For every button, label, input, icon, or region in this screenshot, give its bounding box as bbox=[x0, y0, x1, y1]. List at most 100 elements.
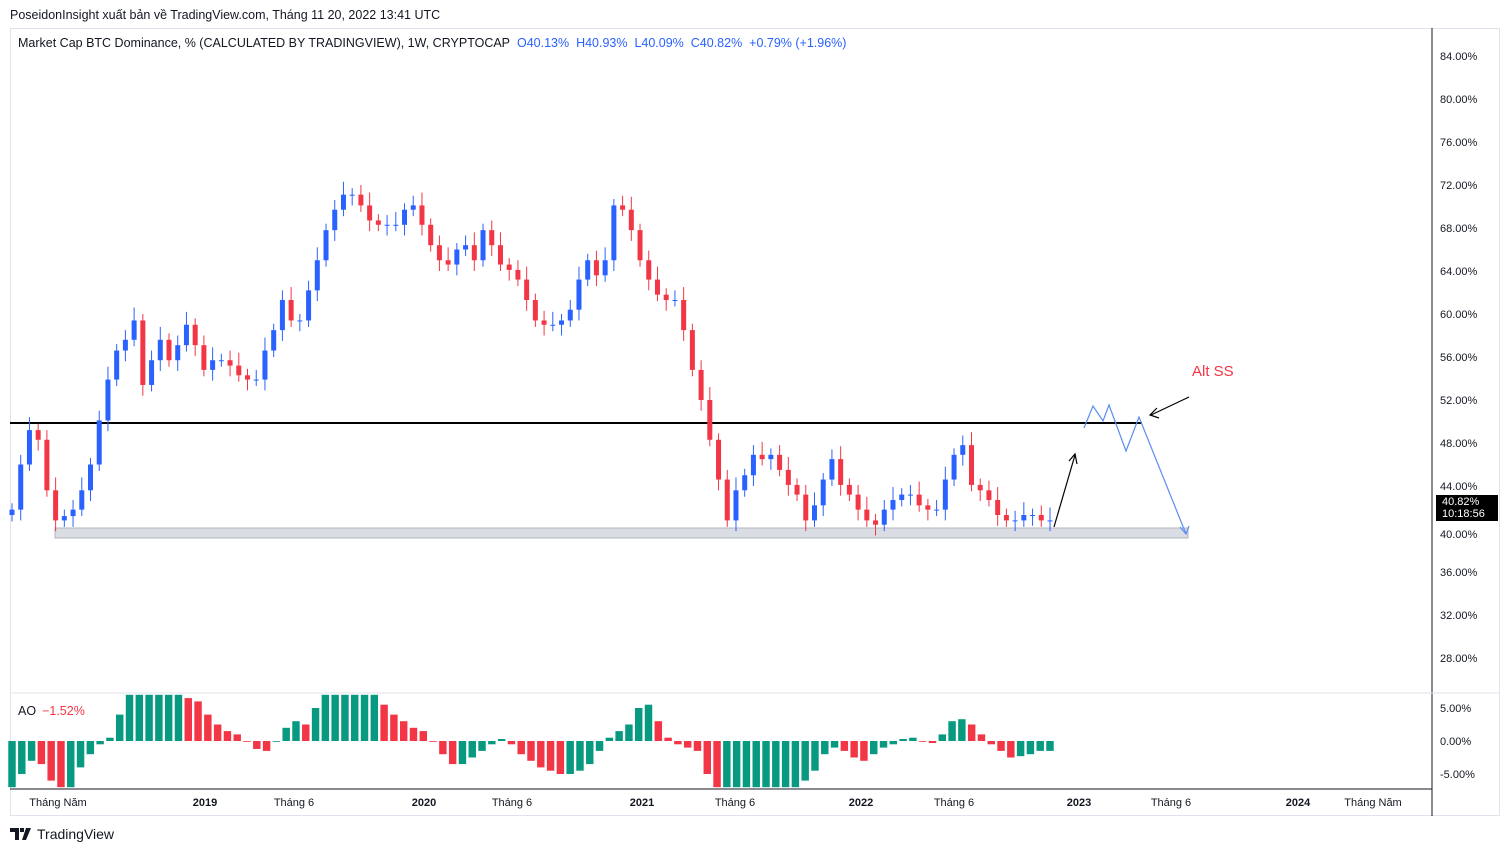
candle-body bbox=[18, 464, 24, 510]
ao-bar bbox=[213, 724, 222, 741]
ao-bar bbox=[478, 741, 486, 751]
ao-bar bbox=[439, 741, 447, 755]
ao-bar bbox=[938, 734, 947, 741]
ao-bar bbox=[292, 721, 300, 741]
candle-body bbox=[358, 194, 364, 206]
bounce-arrow[interactable] bbox=[1053, 454, 1076, 528]
ao-bar bbox=[351, 694, 359, 741]
candle-body bbox=[480, 230, 486, 261]
pointer-arrow[interactable] bbox=[1150, 396, 1190, 416]
ao-bar bbox=[713, 741, 721, 788]
symbol-legend[interactable]: Market Cap BTC Dominance, % (CALCULATED … bbox=[18, 36, 846, 50]
ao-bar bbox=[566, 741, 574, 774]
ao-tick-label: -5.00% bbox=[1440, 769, 1475, 781]
tradingview-logo[interactable]: TradingView bbox=[10, 826, 114, 842]
candle-body bbox=[279, 300, 285, 331]
ao-bar bbox=[889, 741, 898, 745]
candle-body bbox=[314, 260, 320, 291]
ao-bar bbox=[703, 741, 711, 774]
ao-bar bbox=[204, 714, 212, 741]
candle-body bbox=[175, 345, 181, 361]
ao-bar bbox=[115, 714, 124, 741]
ao-bar bbox=[253, 741, 261, 749]
price-axis: 84.00% 80.00% 76.00% 72.00% 68.00% 64.00% 60.0… bbox=[1440, 51, 1478, 665]
candle-body bbox=[829, 459, 835, 480]
candle-body bbox=[593, 260, 599, 276]
ao-bar bbox=[106, 737, 114, 741]
candle-body bbox=[585, 260, 591, 280]
candle-body bbox=[35, 430, 41, 440]
candle-body bbox=[79, 490, 85, 510]
time-tick-label: 2023 bbox=[1067, 797, 1091, 809]
price-tick-label: 72.00% bbox=[1440, 180, 1478, 192]
candle-body bbox=[445, 260, 451, 265]
ao-bar bbox=[194, 701, 202, 741]
ao-legend[interactable]: AO −1.52% bbox=[18, 704, 85, 718]
ao-bar bbox=[96, 741, 104, 745]
candle-body bbox=[9, 509, 15, 516]
ao-bar bbox=[468, 741, 476, 758]
candle-body bbox=[506, 264, 512, 270]
ao-bar bbox=[1016, 741, 1025, 757]
price-tick-label: 76.00% bbox=[1440, 137, 1478, 149]
ao-bar bbox=[262, 741, 271, 751]
change-value: +0.79% (+1.96%) bbox=[749, 36, 847, 50]
candle-body bbox=[349, 194, 355, 196]
open-value: O40.13% bbox=[516, 36, 570, 50]
price-tick-label: 64.00% bbox=[1440, 266, 1478, 278]
tradingview-logo-icon bbox=[10, 828, 31, 840]
candle-body bbox=[986, 490, 992, 500]
candle-body bbox=[1030, 515, 1036, 517]
last-price: 40.82% bbox=[1442, 496, 1480, 508]
support-zone[interactable] bbox=[54, 527, 1189, 539]
candle-body bbox=[646, 260, 652, 280]
candle-body bbox=[140, 320, 146, 385]
candle-body bbox=[149, 360, 155, 385]
ao-bar bbox=[1036, 741, 1044, 751]
ao-bar bbox=[47, 741, 55, 781]
candle-body bbox=[419, 205, 425, 225]
ao-bar bbox=[664, 737, 672, 741]
candle-body bbox=[183, 324, 189, 346]
ao-bar bbox=[86, 741, 95, 755]
ao-bar bbox=[634, 708, 643, 741]
ao-bar bbox=[595, 741, 604, 751]
candle-body bbox=[393, 224, 399, 226]
candle-body bbox=[332, 209, 338, 231]
candle-body bbox=[375, 220, 381, 225]
ao-bar bbox=[1007, 741, 1015, 758]
ao-tick-label: 5.00% bbox=[1440, 703, 1471, 715]
candle-body bbox=[524, 279, 530, 301]
ao-bar bbox=[311, 708, 320, 741]
ao-bar bbox=[742, 741, 751, 788]
projection-path[interactable] bbox=[1083, 403, 1187, 535]
price-tick-label: 48.00% bbox=[1440, 438, 1478, 450]
symbol-title: Market Cap BTC Dominance, % (CALCULATED … bbox=[18, 36, 511, 50]
candle-body bbox=[384, 224, 390, 226]
projection-arrowhead-icon bbox=[1179, 525, 1190, 536]
arrowhead-icon bbox=[1068, 452, 1078, 465]
candle-body bbox=[611, 205, 617, 261]
ao-bar bbox=[840, 741, 849, 751]
ao-bar bbox=[409, 727, 418, 741]
ao-bar bbox=[683, 741, 692, 748]
ao-bar bbox=[331, 694, 339, 741]
ao-bar bbox=[488, 741, 496, 745]
ao-bar bbox=[811, 741, 819, 771]
candle-body bbox=[428, 224, 434, 246]
ao-bar bbox=[537, 741, 545, 768]
ao-bar bbox=[272, 741, 281, 742]
ao-bar bbox=[928, 741, 937, 743]
ao-bar bbox=[282, 727, 290, 741]
ao-bar bbox=[605, 737, 614, 741]
candle-body bbox=[271, 330, 277, 351]
candle-body bbox=[620, 205, 626, 210]
candle-body bbox=[750, 454, 756, 476]
ao-bar bbox=[419, 731, 428, 741]
ao-bar bbox=[302, 724, 310, 741]
bar-countdown: 10:18:56 bbox=[1442, 508, 1485, 520]
ao-bar bbox=[135, 694, 144, 741]
alt-season-label[interactable]: Alt SS bbox=[1192, 363, 1234, 380]
price-tick-label: 60.00% bbox=[1440, 309, 1478, 321]
